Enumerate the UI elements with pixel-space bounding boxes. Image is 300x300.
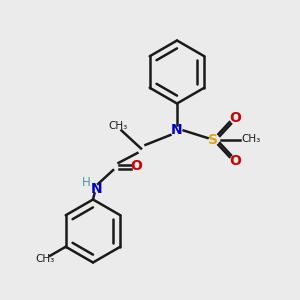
Text: N: N	[171, 124, 183, 137]
Text: O: O	[230, 111, 242, 124]
Text: S: S	[208, 133, 218, 146]
Text: O: O	[230, 154, 242, 168]
Text: CH₃: CH₃	[241, 134, 260, 145]
Text: O: O	[130, 160, 142, 173]
Text: CH₃: CH₃	[108, 121, 127, 131]
Text: CH₃: CH₃	[35, 254, 55, 264]
Text: N: N	[91, 182, 103, 196]
Text: H: H	[82, 176, 91, 189]
